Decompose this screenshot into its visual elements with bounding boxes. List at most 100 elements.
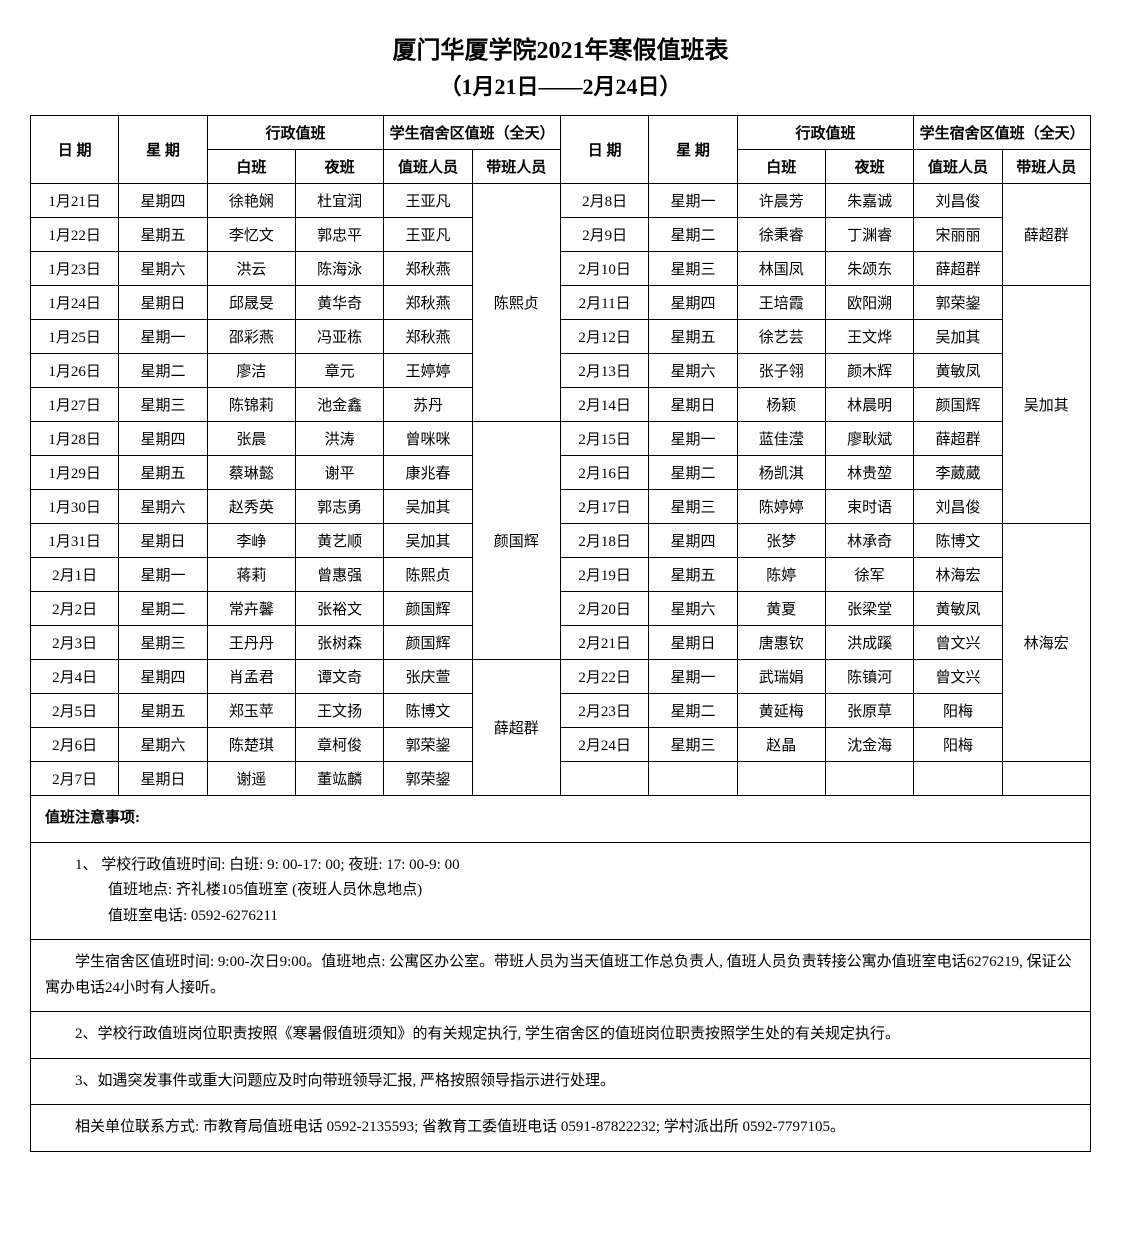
dayshift-cell: 许晨芳 <box>737 184 825 218</box>
dayshift-cell: 张晨 <box>207 422 295 456</box>
dayshift-cell: 杨颖 <box>737 388 825 422</box>
nightshift-cell: 沈金海 <box>825 728 913 762</box>
schedule-head: 日 期 星 期 行政值班 学生宿舍区值班（全天） 日 期 星 期 行政值班 学生… <box>31 116 1091 184</box>
nightshift-cell: 曾惠强 <box>295 558 383 592</box>
hdr-lead-l: 带班人员 <box>472 150 560 184</box>
dutyperson-cell: 吴加其 <box>384 524 472 558</box>
note-1a: 1、 学校行政值班时间: 白班: 9: 00-17: 00; 夜班: 17: 0… <box>45 853 1076 879</box>
dutyperson-cell: 颜国辉 <box>384 592 472 626</box>
dayshift-cell: 洪云 <box>207 252 295 286</box>
table-row: 2月6日星期六陈楚琪章柯俊郭荣鋆2月24日星期三赵晶沈金海阳梅 <box>31 728 1091 762</box>
weekday-cell: 星期四 <box>119 660 207 694</box>
date-cell: 2月3日 <box>31 626 119 660</box>
date-cell: 2月4日 <box>31 660 119 694</box>
date-cell: 2月21日 <box>560 626 648 660</box>
nightshift-cell: 冯亚栋 <box>295 320 383 354</box>
note-4: 3、如遇突发事件或重大问题应及时向带班领导汇报, 严格按照领导指示进行处理。 <box>31 1058 1091 1105</box>
hdr-lead-r: 带班人员 <box>1002 150 1090 184</box>
table-row: 2月3日星期三王丹丹张树森颜国辉2月21日星期日唐惠钦洪成蹊曾文兴 <box>31 626 1091 660</box>
dayshift-cell: 郑玉苹 <box>207 694 295 728</box>
doc-subtitle: （1月21日——2月24日） <box>30 69 1091 101</box>
weekday-cell: 星期日 <box>649 626 737 660</box>
note-1b: 值班地点: 齐礼楼105值班室 (夜班人员休息地点) <box>45 878 1076 904</box>
hdr-weekday-l: 星 期 <box>119 116 207 184</box>
nightshift-cell: 林晨明 <box>825 388 913 422</box>
nightshift-cell: 谢平 <box>295 456 383 490</box>
nightshift-cell: 徐军 <box>825 558 913 592</box>
weekday-cell: 星期二 <box>119 592 207 626</box>
dayshift-cell: 徐艳娴 <box>207 184 295 218</box>
hdr-date-l: 日 期 <box>31 116 119 184</box>
nightshift-cell: 池金鑫 <box>295 388 383 422</box>
date-cell: 1月28日 <box>31 422 119 456</box>
nightshift-cell: 谭文奇 <box>295 660 383 694</box>
nightshift-cell: 黄华奇 <box>295 286 383 320</box>
table-row: 2月4日星期四肖孟君谭文奇张庆萱薛超群2月22日星期一武瑞娟陈镇河曾文兴 <box>31 660 1091 694</box>
hdr-dorm-r: 学生宿舍区值班（全天） <box>914 116 1091 150</box>
date-cell: 2月8日 <box>560 184 648 218</box>
hdr-admin-r: 行政值班 <box>737 116 914 150</box>
weekday-cell: 星期四 <box>649 524 737 558</box>
table-row: 2月1日星期一蒋莉曾惠强陈熙贞2月19日星期五陈婷徐军林海宏 <box>31 558 1091 592</box>
dayshift-cell: 黄夏 <box>737 592 825 626</box>
dutyperson-cell: 薛超群 <box>914 252 1002 286</box>
hdr-weekday-r: 星 期 <box>649 116 737 184</box>
nightshift-cell: 郭忠平 <box>295 218 383 252</box>
nightshift-cell: 张裕文 <box>295 592 383 626</box>
dutyperson-cell: 郑秋燕 <box>384 286 472 320</box>
weekday-cell: 星期三 <box>649 252 737 286</box>
dutyperson-cell: 康兆春 <box>384 456 472 490</box>
date-cell: 2月12日 <box>560 320 648 354</box>
table-row: 1月23日星期六洪云陈海泳郑秋燕2月10日星期三林国凤朱颂东薛超群 <box>31 252 1091 286</box>
hdr-duty-r: 值班人员 <box>914 150 1002 184</box>
date-cell: 2月13日 <box>560 354 648 388</box>
dayshift-cell: 赵秀英 <box>207 490 295 524</box>
leader-cell: 林海宏 <box>1002 524 1090 762</box>
dayshift-cell: 唐惠钦 <box>737 626 825 660</box>
nightshift-cell: 丁渊睿 <box>825 218 913 252</box>
weekday-cell: 星期六 <box>649 354 737 388</box>
date-cell: 1月30日 <box>31 490 119 524</box>
table-row: 2月5日星期五郑玉苹王文扬陈博文2月23日星期二黄延梅张原草阳梅 <box>31 694 1091 728</box>
dayshift-cell: 李峥 <box>207 524 295 558</box>
dayshift-cell: 赵晶 <box>737 728 825 762</box>
table-row: 1月28日星期四张晨洪涛曾咪咪颜国辉2月15日星期一蓝佳滢廖耿斌薛超群 <box>31 422 1091 456</box>
weekday-cell: 星期日 <box>649 388 737 422</box>
weekday-cell: 星期日 <box>119 524 207 558</box>
table-row: 1月21日星期四徐艳娴杜宜润王亚凡陈熙贞2月8日星期一许晨芳朱嘉诚刘昌俊薛超群 <box>31 184 1091 218</box>
hdr-date-r: 日 期 <box>560 116 648 184</box>
nightshift-cell: 欧阳溯 <box>825 286 913 320</box>
date-cell: 1月31日 <box>31 524 119 558</box>
table-row: 1月30日星期六赵秀英郭志勇吴加其2月17日星期三陈婷婷束时语刘昌俊 <box>31 490 1091 524</box>
dayshift-cell: 陈婷 <box>737 558 825 592</box>
date-cell: 2月16日 <box>560 456 648 490</box>
weekday-cell: 星期五 <box>649 320 737 354</box>
dutyperson-cell: 李葳葳 <box>914 456 1002 490</box>
weekday-cell: 星期一 <box>119 558 207 592</box>
date-cell: 1月22日 <box>31 218 119 252</box>
nightshift-cell: 王文烨 <box>825 320 913 354</box>
nightshift-cell: 陈海泳 <box>295 252 383 286</box>
date-cell: 2月10日 <box>560 252 648 286</box>
table-row: 1月29日星期五蔡琳懿谢平康兆春2月16日星期二杨凯淇林贵堃李葳葳 <box>31 456 1091 490</box>
nightshift-cell: 张树森 <box>295 626 383 660</box>
nightshift-cell: 章元 <box>295 354 383 388</box>
date-cell: 1月21日 <box>31 184 119 218</box>
dutyperson-cell: 吴加其 <box>384 490 472 524</box>
leader-cell: 陈熙贞 <box>472 184 560 422</box>
weekday-cell: 星期四 <box>119 422 207 456</box>
table-row: 2月7日星期日谢遥董竑麟郭荣鋆 <box>31 762 1091 796</box>
date-cell: 2月17日 <box>560 490 648 524</box>
weekday-cell: 星期二 <box>649 218 737 252</box>
dutyperson-cell: 曾文兴 <box>914 660 1002 694</box>
leader-cell: 薛超群 <box>1002 184 1090 286</box>
dutyperson-cell: 宋丽丽 <box>914 218 1002 252</box>
date-cell: 1月29日 <box>31 456 119 490</box>
nightshift-cell: 朱颂东 <box>825 252 913 286</box>
weekday-cell: 星期四 <box>649 286 737 320</box>
nightshift-cell: 杜宜润 <box>295 184 383 218</box>
dayshift-cell: 王培霞 <box>737 286 825 320</box>
date-cell: 2月11日 <box>560 286 648 320</box>
dayshift-cell: 陈婷婷 <box>737 490 825 524</box>
date-cell: 1月25日 <box>31 320 119 354</box>
